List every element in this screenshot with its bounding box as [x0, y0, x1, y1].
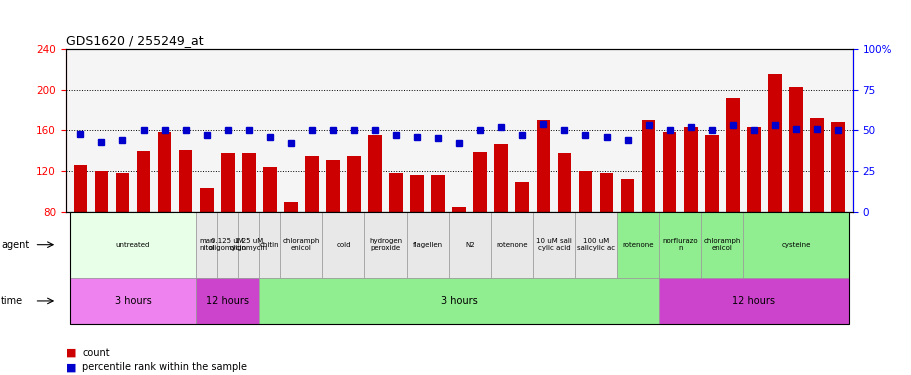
- Bar: [410, 175, 424, 212]
- Text: cold: cold: [336, 242, 351, 248]
- Text: cysteine: cysteine: [781, 242, 810, 248]
- Bar: [704, 135, 718, 212]
- Text: GDS1620 / 255249_at: GDS1620 / 255249_at: [66, 34, 203, 47]
- Bar: [304, 156, 318, 212]
- Bar: [641, 120, 655, 212]
- Bar: [809, 118, 823, 212]
- Bar: [368, 135, 382, 212]
- Bar: [200, 188, 213, 212]
- Text: man
nitol: man nitol: [199, 238, 214, 251]
- Bar: [788, 87, 802, 212]
- Bar: [347, 156, 361, 212]
- Text: 12 hours: 12 hours: [732, 296, 774, 306]
- Bar: [620, 179, 634, 212]
- Text: 10 uM sali
cylic acid: 10 uM sali cylic acid: [536, 238, 571, 251]
- Bar: [767, 74, 781, 212]
- Text: chitin: chitin: [260, 242, 280, 248]
- Bar: [326, 160, 340, 212]
- Bar: [662, 132, 676, 212]
- Bar: [389, 173, 403, 212]
- Text: 100 uM
salicylic ac: 100 uM salicylic ac: [577, 238, 614, 251]
- Text: time: time: [1, 296, 23, 306]
- Bar: [220, 153, 234, 212]
- Bar: [179, 150, 192, 212]
- Bar: [473, 152, 486, 212]
- Bar: [74, 165, 87, 212]
- Bar: [746, 127, 760, 212]
- Bar: [725, 98, 739, 212]
- Bar: [137, 151, 150, 212]
- Bar: [262, 167, 276, 212]
- Text: ■: ■: [66, 363, 77, 372]
- Text: 3 hours: 3 hours: [440, 296, 477, 306]
- Bar: [116, 173, 129, 212]
- Text: 3 hours: 3 hours: [115, 296, 151, 306]
- Bar: [241, 153, 255, 212]
- Text: percentile rank within the sample: percentile rank within the sample: [82, 363, 247, 372]
- Text: hydrogen
peroxide: hydrogen peroxide: [369, 238, 402, 251]
- Text: untreated: untreated: [116, 242, 150, 248]
- Bar: [557, 153, 570, 212]
- Bar: [452, 207, 466, 212]
- Text: 12 hours: 12 hours: [206, 296, 249, 306]
- Text: agent: agent: [1, 240, 29, 250]
- Text: N2: N2: [465, 242, 474, 248]
- Bar: [683, 127, 697, 212]
- Text: chloramph
enicol: chloramph enicol: [702, 238, 740, 251]
- Bar: [515, 182, 528, 212]
- Text: rotenone: rotenone: [496, 242, 527, 248]
- Bar: [830, 122, 844, 212]
- Text: 0.125 uM
oligomycin: 0.125 uM oligomycin: [209, 238, 247, 251]
- Bar: [158, 132, 171, 212]
- Bar: [431, 175, 445, 212]
- Text: rotenone: rotenone: [621, 242, 653, 248]
- Bar: [95, 171, 108, 212]
- Text: count: count: [82, 348, 109, 357]
- Text: ■: ■: [66, 348, 77, 357]
- Text: 1.25 uM
oligomycin: 1.25 uM oligomycin: [230, 238, 268, 251]
- Text: chloramph
enicol: chloramph enicol: [282, 238, 320, 251]
- Bar: [599, 173, 613, 212]
- Text: norflurazo
n: norflurazo n: [661, 238, 697, 251]
- Bar: [536, 120, 549, 212]
- Bar: [283, 202, 297, 212]
- Text: flagellen: flagellen: [412, 242, 442, 248]
- Bar: [494, 144, 507, 212]
- Bar: [578, 171, 591, 212]
